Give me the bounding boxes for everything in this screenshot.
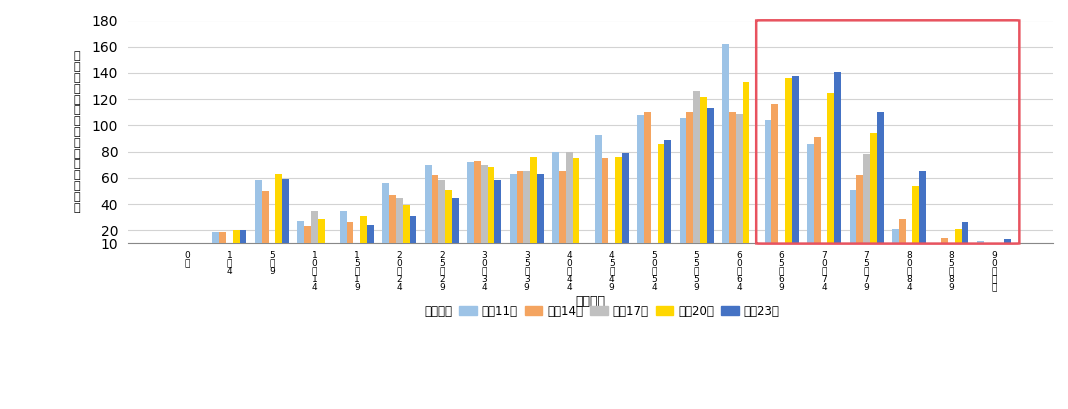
Bar: [941, 238, 948, 243]
Bar: [736, 114, 742, 243]
Bar: [920, 171, 926, 243]
Bar: [367, 225, 374, 243]
Y-axis label: 歯
科
受
診
率
（
人
口
十
万
人
あ
た
り
）: 歯 科 受 診 率 （ 人 口 十 万 人 あ た り ）: [74, 52, 80, 213]
Bar: [934, 243, 941, 245]
Bar: [707, 108, 713, 243]
Bar: [1004, 240, 1011, 243]
Bar: [452, 198, 459, 243]
Bar: [912, 186, 920, 243]
Bar: [517, 171, 523, 243]
Bar: [276, 174, 282, 243]
Bar: [311, 211, 318, 243]
Bar: [742, 82, 750, 243]
Bar: [955, 229, 961, 243]
Bar: [239, 230, 247, 243]
Bar: [431, 175, 438, 243]
Bar: [566, 152, 572, 243]
Bar: [445, 190, 452, 243]
Bar: [679, 117, 687, 243]
Bar: [170, 243, 177, 253]
Bar: [468, 162, 474, 243]
Bar: [262, 191, 268, 243]
Bar: [255, 180, 262, 243]
Bar: [409, 216, 417, 243]
Bar: [559, 171, 566, 243]
Bar: [687, 112, 693, 243]
Bar: [403, 205, 409, 243]
Bar: [219, 231, 226, 243]
Bar: [961, 222, 969, 243]
Bar: [552, 152, 559, 243]
Bar: [664, 140, 671, 243]
Bar: [693, 91, 700, 243]
Bar: [494, 180, 501, 243]
Bar: [340, 211, 347, 243]
Bar: [765, 120, 771, 243]
Bar: [304, 226, 311, 243]
Bar: [877, 112, 883, 243]
Bar: [438, 180, 445, 243]
Bar: [771, 104, 779, 243]
Bar: [601, 158, 609, 243]
Bar: [870, 133, 877, 243]
Bar: [318, 218, 325, 243]
Bar: [615, 157, 622, 243]
Bar: [791, 76, 799, 243]
Bar: [644, 112, 650, 243]
Bar: [488, 167, 494, 243]
Bar: [481, 165, 488, 243]
Bar: [509, 174, 517, 243]
Bar: [658, 144, 664, 243]
Bar: [729, 112, 736, 243]
Bar: [595, 135, 601, 243]
Bar: [899, 218, 906, 243]
Legend: 年齢階級, 平成11年, 平成14年, 平成17年, 平成20年, 平成23年: 年齢階級, 平成11年, 平成14年, 平成17年, 平成20年, 平成23年: [397, 300, 784, 322]
Bar: [814, 137, 820, 243]
Bar: [233, 230, 239, 243]
Bar: [389, 195, 396, 243]
Bar: [213, 231, 219, 243]
X-axis label: 年齢階級: 年齢階級: [576, 294, 606, 308]
Bar: [834, 72, 842, 243]
Bar: [984, 243, 990, 253]
Bar: [807, 144, 814, 243]
Bar: [977, 241, 984, 243]
Bar: [537, 174, 544, 243]
Bar: [863, 154, 870, 243]
Bar: [638, 115, 644, 243]
Bar: [857, 175, 863, 243]
Bar: [474, 161, 481, 243]
Bar: [396, 198, 403, 243]
Bar: [177, 243, 184, 249]
Bar: [828, 92, 834, 243]
Bar: [347, 222, 354, 243]
Bar: [425, 165, 431, 243]
Bar: [382, 183, 389, 243]
Bar: [622, 153, 629, 243]
Bar: [892, 229, 899, 243]
Bar: [700, 97, 707, 243]
Bar: [282, 179, 288, 243]
Bar: [523, 171, 530, 243]
Bar: [722, 44, 729, 243]
Bar: [530, 157, 537, 243]
Bar: [785, 78, 791, 243]
Bar: [849, 190, 857, 243]
Bar: [360, 216, 367, 243]
Bar: [572, 158, 580, 243]
Bar: [297, 221, 304, 243]
